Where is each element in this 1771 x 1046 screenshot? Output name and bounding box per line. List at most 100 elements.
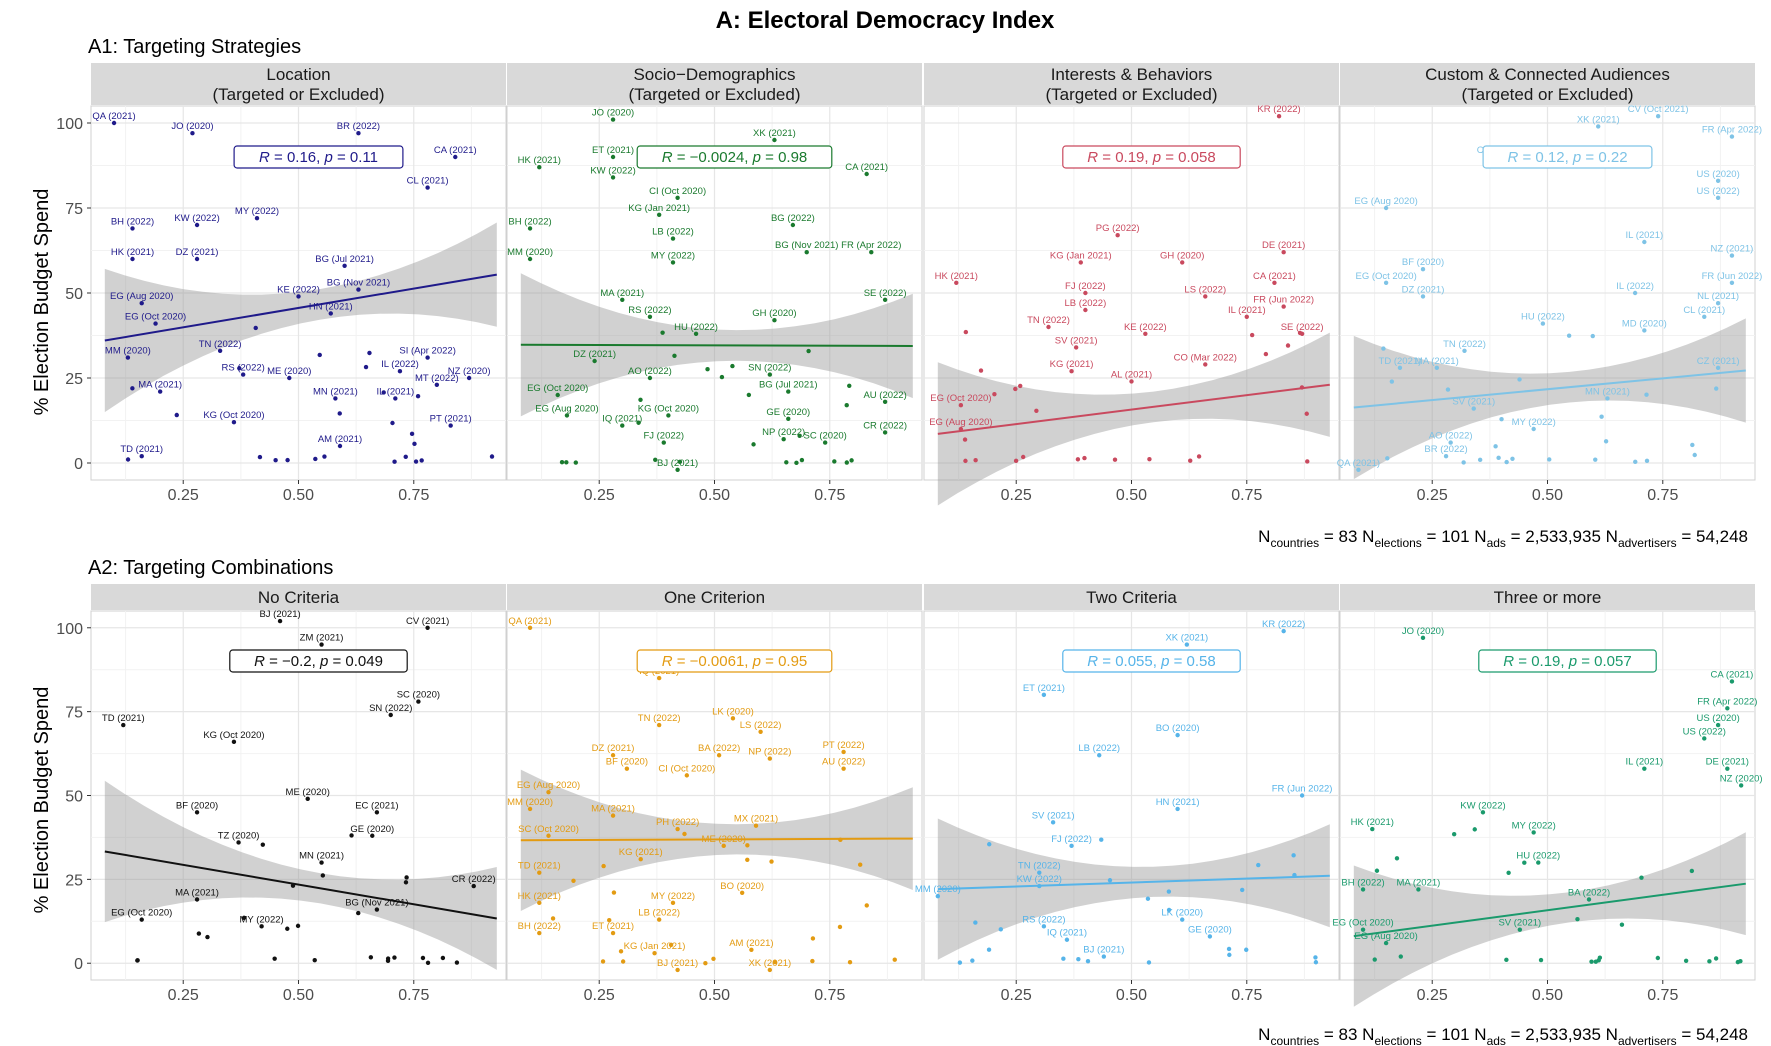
data-point: [730, 716, 736, 721]
data-point: [954, 280, 959, 285]
data-point: [806, 348, 811, 354]
data-point: [1145, 896, 1151, 901]
data-point: [236, 840, 241, 845]
data-point: [1272, 280, 1277, 285]
data-point: [1069, 843, 1074, 849]
data-point: [1715, 195, 1721, 200]
data-point: [1083, 307, 1088, 313]
point-label: MY (2022): [1512, 820, 1556, 831]
data-point: [772, 959, 778, 965]
data-point: [670, 260, 676, 265]
point-label: DE (2021): [1706, 757, 1749, 768]
data-point: [1451, 831, 1457, 837]
data-point: [1313, 960, 1319, 965]
data-point: [319, 642, 324, 647]
point-label: TZ (2020): [218, 830, 260, 841]
data-point: [1389, 379, 1395, 384]
data-point: [958, 426, 964, 432]
point-label: MM (2020): [915, 884, 961, 895]
point-label: BO (2020): [1156, 723, 1200, 734]
data-point: [489, 454, 495, 459]
data-point: [1619, 922, 1625, 927]
data-point: [620, 959, 626, 964]
data-point: [684, 773, 690, 778]
data-point: [368, 955, 374, 960]
x-tick-label: 0.25: [1417, 487, 1448, 504]
point-label: ET (2021): [592, 921, 634, 932]
figure-title: A: Electoral Democracy Index: [716, 7, 1055, 34]
panel-title: Location: [266, 65, 330, 84]
point-label: BG (2022): [771, 213, 815, 224]
data-point: [295, 923, 301, 929]
data-point: [1461, 460, 1466, 465]
data-point: [1226, 946, 1232, 952]
point-label: TD (2021): [102, 713, 145, 724]
data-point: [610, 753, 616, 758]
point-label: EG (Oct 2020): [1355, 271, 1416, 282]
point-label: SC (2020): [397, 690, 440, 701]
data-point: [285, 926, 290, 931]
row-a1-footnote: Ncountries = 83 Nelections = 101 Nads = …: [1258, 527, 1748, 550]
point-label: SE (2022): [864, 288, 907, 299]
data-point: [858, 862, 863, 867]
point-label: KW (2022): [1017, 874, 1062, 885]
point-label: LB (2022): [1065, 298, 1107, 309]
confidence-band: [937, 818, 1330, 960]
data-point: [672, 353, 677, 358]
regression-line: [937, 383, 1330, 435]
point-label: BF (2020): [606, 757, 648, 768]
data-point: [745, 843, 750, 848]
data-point: [610, 813, 616, 818]
data-point: [892, 957, 897, 962]
point-label: US (2022): [1683, 726, 1726, 737]
point-label: GE (2020): [350, 824, 394, 835]
data-point: [471, 883, 476, 889]
data-point: [767, 756, 773, 761]
point-label: LK (2020): [712, 706, 754, 717]
point-label: ME (2020): [286, 787, 330, 798]
data-point: [1738, 958, 1743, 964]
data-point: [272, 956, 277, 961]
data-point: [661, 440, 666, 445]
data-point: [1112, 457, 1118, 462]
data-point: [1690, 442, 1695, 448]
point-label: MY (2022): [240, 914, 284, 925]
point-label: FR (Apr 2022): [1697, 696, 1757, 707]
data-point: [784, 460, 789, 465]
point-label: DZ (2021): [573, 349, 616, 360]
data-point: [527, 625, 533, 630]
point-label: NZ (2021): [1711, 244, 1754, 255]
confidence-band: [104, 222, 497, 413]
data-point: [1536, 860, 1541, 865]
point-label: TN (2022): [1018, 861, 1061, 872]
point-label: MD (2020): [1622, 318, 1667, 329]
point-label: BJ (2021): [1083, 945, 1124, 956]
data-point: [1263, 351, 1269, 357]
point-label: KG (Oct 2020): [638, 403, 699, 414]
point-label: BF (2020): [176, 800, 218, 811]
point-label: KE (2022): [1124, 322, 1167, 333]
x-tick-label: 0.25: [1001, 987, 1032, 1004]
data-point: [1689, 868, 1695, 874]
data-point: [656, 212, 662, 217]
data-point: [786, 389, 791, 394]
data-point: [638, 857, 643, 862]
data-point: [769, 859, 774, 864]
data-point: [1256, 862, 1261, 868]
stat-label: R = 0.19, p = 0.057: [1503, 653, 1631, 670]
data-point: [1738, 783, 1744, 788]
row-a2-title: A2: Targeting Combinations: [88, 557, 333, 579]
point-label: HN (2021): [1156, 797, 1200, 808]
data-point: [882, 297, 888, 302]
data-point: [194, 256, 200, 262]
point-label: CZ (2021): [1697, 356, 1740, 367]
data-point: [1715, 301, 1721, 306]
point-label: IL (2021): [376, 386, 414, 397]
point-label: MY (2022): [235, 206, 279, 217]
data-point: [1083, 290, 1088, 296]
y-tick-label: 0: [74, 956, 83, 973]
data-point: [610, 154, 616, 160]
data-point: [1299, 385, 1305, 390]
data-point: [745, 857, 750, 863]
